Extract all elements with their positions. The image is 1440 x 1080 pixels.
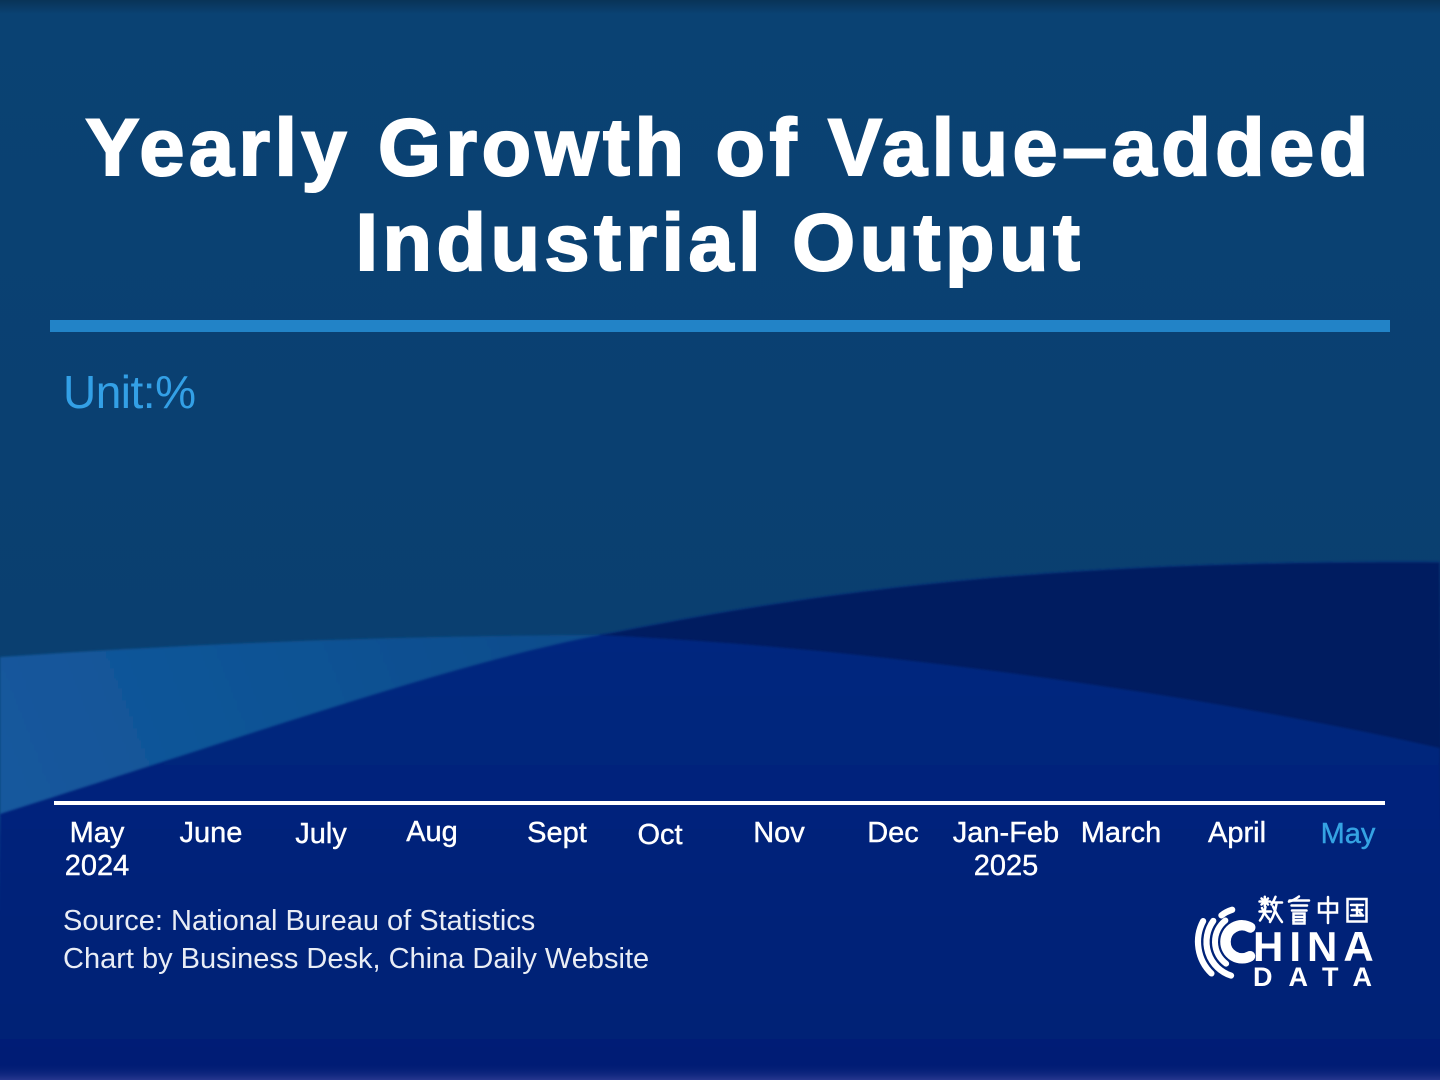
svg-text:HINA: HINA: [1253, 923, 1380, 970]
svg-text:DATA: DATA: [1253, 962, 1388, 992]
